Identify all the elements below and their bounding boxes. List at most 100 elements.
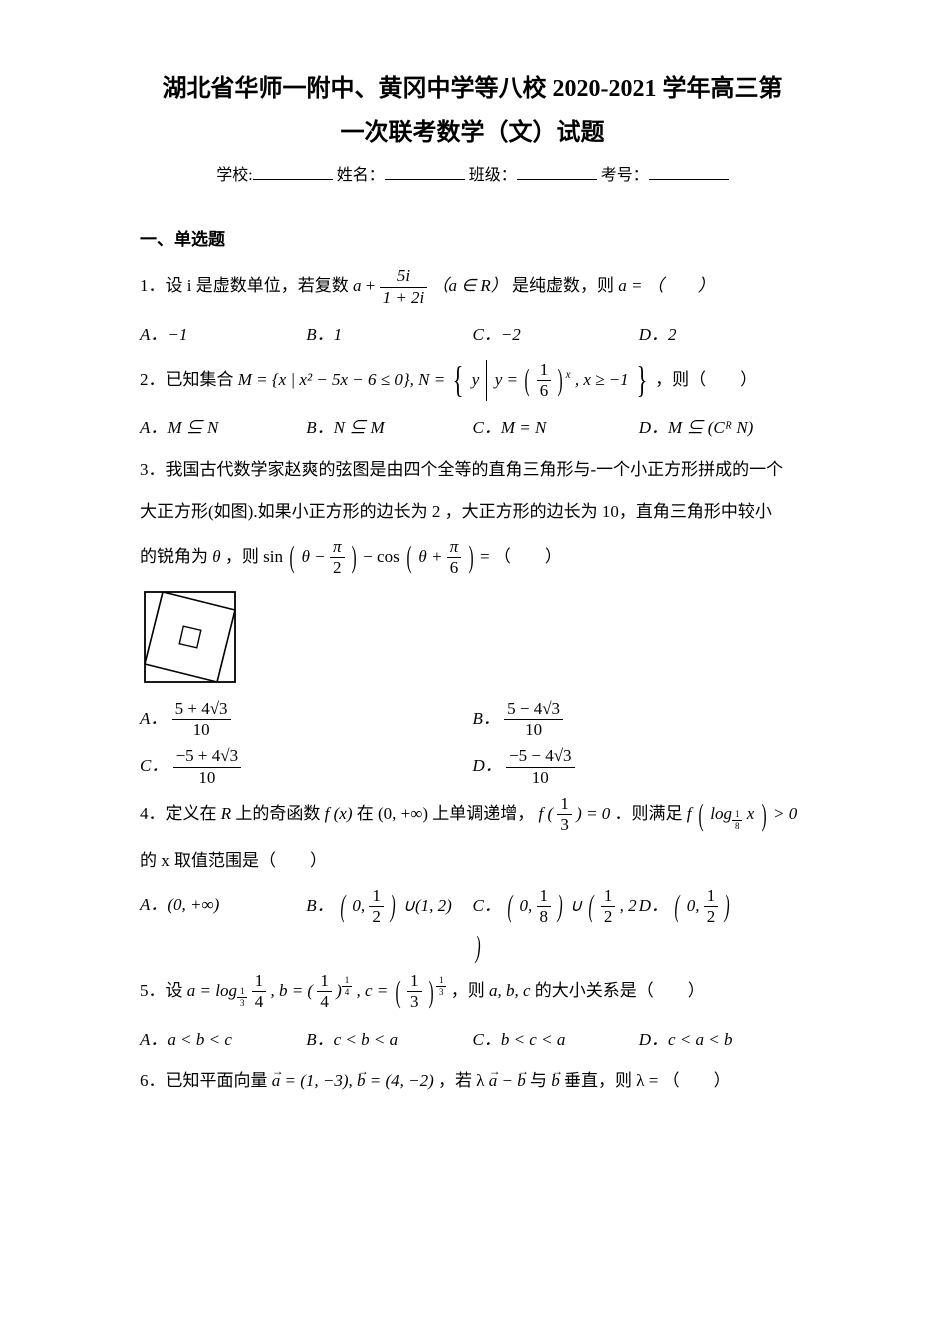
q4-opt-b: B． ( 0, 12 ) ∪(1, 2) [306, 886, 472, 965]
q3-b-num: 5 − 4√3 [504, 699, 563, 720]
q2-opt-d: D．M ⊆ (Cᴿ N) [639, 409, 805, 446]
q5ab-d: 3 [237, 998, 248, 1009]
q3-d-frac: −5 − 4√3 10 [506, 746, 575, 788]
q2-frac-num: 1 [537, 360, 552, 381]
q5bb-n: 1 [317, 971, 332, 992]
q4-log: log [710, 804, 732, 823]
q5-mid: ，则 [451, 981, 485, 1000]
q3-mid2: − cos [363, 547, 400, 566]
q4-c-label: C． [473, 896, 501, 915]
question-4: 4．定义在 R 上的奇函数 f (x) 在 (0, +∞) 上单调递增， f (… [140, 794, 805, 836]
q3-frac1: π 2 [330, 537, 345, 579]
q1-frac-den: 1 + 2i [380, 288, 428, 308]
q1-options: A．−1 B．1 C．−2 D．2 [140, 316, 805, 353]
q3-pi2: π [447, 537, 462, 558]
q5ab-n: 1 [237, 986, 248, 998]
q4-lb-num: 1 [732, 809, 743, 821]
q2-opt-b: B．N ⊆ M [306, 409, 472, 446]
q2-options: A．M ⊆ N B．N ⊆ M C．M = N D．M ⊆ (Cᴿ N) [140, 409, 805, 446]
q1-opt-d: D．2 [639, 316, 805, 353]
q4-f13-close: ) = 0 [576, 804, 610, 823]
q3-p1r: ) [351, 542, 356, 573]
q4-R: R [221, 804, 231, 823]
q1-mid1: 是虚数单位，若复数 [196, 276, 349, 295]
info-line: 学校: 姓名： 班级： 考号： [140, 161, 805, 185]
q3-frac2: π 6 [447, 537, 462, 579]
q6-b-vec3: b [551, 1071, 560, 1090]
q4c-frac2: 12 [601, 886, 616, 928]
q6-mid3: 垂直，则 λ = （ ） [564, 1071, 731, 1090]
q1-tail: a = （ ） [618, 276, 714, 295]
q5-abc: a, b, c [489, 981, 531, 1000]
q4-options: A．(0, +∞) B． ( 0, 12 ) ∪(1, 2) C． ( 0, 1… [140, 886, 805, 965]
q2-prefix: 2．已知集合 [140, 369, 234, 388]
q1-opt-b: B．1 [306, 316, 472, 353]
q3-a-num: 5 + 4√3 [172, 699, 231, 720]
q3-b-den: 10 [504, 720, 563, 740]
q5-b-exp: 14 [342, 980, 353, 992]
q4-opt-c: C． ( 0, 18 ) ∪ ( 12 , 2 ) [473, 886, 639, 965]
question-3-line2: 大正方形(如图).如果小正方形的边长为 2 ，大正方形的边长为 10，直角三角形… [140, 495, 805, 529]
q1-i: i [187, 276, 192, 295]
q3-p2r: ) [468, 542, 473, 573]
q2-mdef: M = {x | x² − 5x − 6 ≤ 0}, N = [238, 369, 450, 388]
q6-b-vec: b [357, 1071, 366, 1090]
q1-opt-a: A．−1 [140, 316, 306, 353]
q1-prefix: 1．设 [140, 276, 183, 295]
q6-minus: − [502, 1071, 518, 1090]
q5ce-n: 1 [436, 975, 447, 987]
q2-brace-r: } [637, 362, 648, 399]
q5-c-exp: 13 [436, 980, 447, 992]
name-label: 姓名： [337, 167, 385, 184]
q2-paren-l: ( [525, 365, 530, 396]
q3-tail: = （ ） [480, 547, 562, 566]
school-label: 学校: [216, 167, 252, 184]
question-5: 5．设 a = log13 14 , b = ( 14 )14 , c = ( … [140, 971, 805, 1013]
q3-six: 6 [447, 558, 462, 578]
q5-tail: 的大小关系是（ ） [535, 981, 705, 1000]
q4c-pr1: ) [558, 891, 563, 922]
q2-frac-den: 6 [537, 381, 552, 401]
q4-mid1: 上的奇函数 [235, 804, 320, 823]
q1-frac-num: 5i [380, 266, 428, 287]
question-3-line1: 3．我国古代数学家赵爽的弦图是由四个全等的直角三角形与-一个小正方形拼成的一个 [140, 453, 805, 487]
q4-b-union: ∪(1, 2) [403, 896, 452, 915]
q2-y: y [472, 369, 480, 388]
q4-fx: f (x) [325, 804, 353, 823]
q5-options: A．a < b < c B．c < b < a C．b < c < a D．c … [140, 1021, 805, 1058]
examno-label: 考号： [601, 167, 649, 184]
question-3-line3: 的锐角为 θ ，则 sin ( θ − π 2 ) − cos ( θ + π … [140, 537, 805, 579]
q6-a-vec2: a [489, 1071, 498, 1090]
q5-c2: , c = [357, 981, 393, 1000]
q3-c-frac: −5 + 4√3 10 [173, 746, 242, 788]
q3-p2l: ( [407, 542, 412, 573]
q4-pl: ( [698, 800, 703, 831]
q6-b-val: = (4, −2) [370, 1071, 434, 1090]
q3-theta: θ [212, 547, 220, 566]
q1-a: a [353, 276, 362, 295]
q5be-d: 4 [342, 987, 353, 998]
q4c-pl2: ( [589, 891, 594, 922]
q5-a-arg: 14 [252, 971, 267, 1013]
q2-cond: , x ≥ −1 [575, 369, 629, 388]
q4d-pr: ) [725, 891, 730, 922]
q6-b-vec2: b [517, 1071, 526, 1090]
question-6: 6．已知平面向量 a = (1, −3), b = (4, −2) ，若 λ a… [140, 1064, 805, 1098]
q5-opt-b: B．c < b < a [306, 1021, 472, 1058]
q2-tail: ，则（ ） [655, 369, 757, 388]
q6-mid: ，若 λ [438, 1071, 485, 1090]
q3-p1l: ( [290, 542, 295, 573]
q3-opt-a: A． 5 + 4√3 10 [140, 699, 473, 741]
q3-c-num: −5 + 4√3 [173, 746, 242, 767]
q4b-frac: 12 [369, 886, 384, 928]
q4-gt0: > 0 [773, 804, 797, 823]
q5-cpl: ( [395, 977, 400, 1008]
q2-bar [486, 360, 487, 401]
q4-b-l: 0, [352, 896, 365, 915]
q5bb-d: 4 [317, 992, 332, 1012]
q4c-d1: 8 [537, 907, 552, 927]
q4-f13-frac: 1 3 [557, 794, 572, 836]
q3-d-label: D． [473, 756, 502, 775]
question-2: 2．已知集合 M = {x | x² − 5x − 6 ≤ 0}, N = { … [140, 360, 805, 402]
q3-pre: 的锐角为 [140, 547, 208, 566]
